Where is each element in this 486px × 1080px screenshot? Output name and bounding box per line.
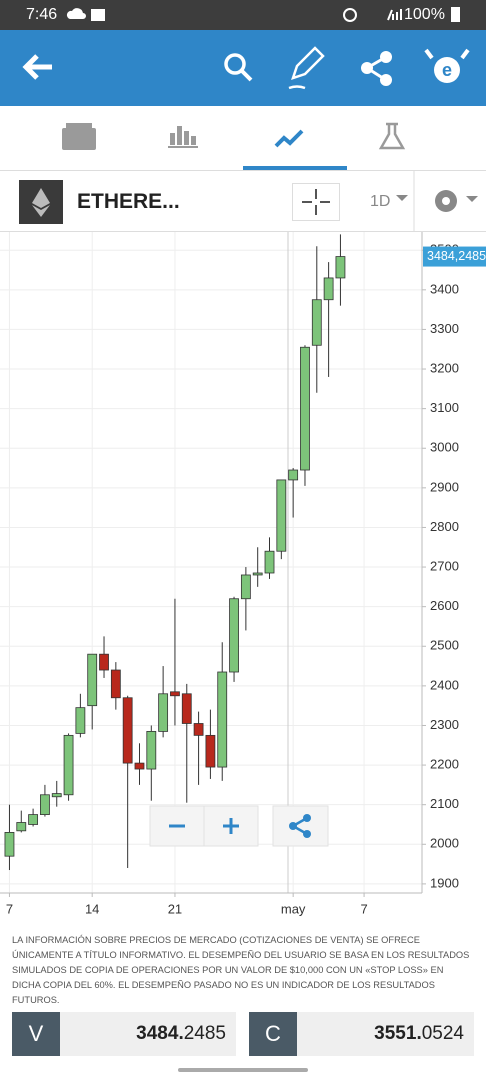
y-tick-label: 2100	[430, 796, 459, 811]
y-tick-label: 2900	[430, 479, 459, 494]
candle-body	[323, 277, 334, 301]
y-tick-label: 2000	[430, 836, 459, 851]
y-tick-label: 1900	[430, 875, 459, 890]
candle-body	[252, 572, 263, 576]
buy-price: 3551.0524	[374, 1012, 464, 1056]
search-button[interactable]	[224, 53, 253, 82]
edit-button[interactable]	[288, 46, 325, 90]
status-bar: 7:46 100%	[0, 0, 486, 30]
candle-body	[87, 653, 98, 707]
buy-price-decimals: 0524	[421, 1023, 464, 1044]
sell-price-main: 3484.	[136, 1023, 184, 1044]
sell-price-decimals: 2485	[183, 1023, 226, 1044]
candle-body	[110, 669, 121, 699]
y-tick-label: 3400	[430, 281, 459, 296]
clock: 7:46	[26, 6, 58, 23]
y-tick-label: 2600	[430, 598, 459, 613]
svg-text:e: e	[442, 60, 452, 80]
y-tick-label: 2800	[430, 519, 459, 534]
stats-tab[interactable]	[168, 126, 198, 148]
candle-body	[63, 734, 74, 796]
candle-body	[288, 469, 299, 481]
y-tick-label: 3300	[430, 321, 459, 336]
battery-level: 100%	[404, 6, 445, 23]
candle-body	[335, 256, 346, 279]
candle-body	[99, 653, 109, 671]
candle-body	[28, 814, 38, 825]
timeframe-button[interactable]: 1D	[370, 193, 391, 210]
candle-body	[264, 550, 275, 574]
lab-tab[interactable]	[378, 122, 406, 150]
instrument-name: ETHERE...	[77, 190, 180, 213]
candle-body	[181, 693, 192, 724]
buy-label: C	[249, 1012, 297, 1056]
y-tick-label: 3200	[430, 360, 459, 375]
zoom-icons	[169, 818, 239, 834]
x-tick-label: may	[281, 901, 306, 916]
candle-body	[16, 822, 27, 832]
share-icon-dot	[303, 830, 311, 838]
candle-body	[75, 707, 86, 734]
y-tick-label: 2400	[430, 677, 459, 692]
nav-handle	[178, 1068, 308, 1072]
app-bar: e	[0, 30, 486, 106]
x-tick-label: 7	[6, 901, 13, 916]
candle-body	[300, 346, 310, 471]
candle-body	[134, 762, 145, 770]
tab-icons	[62, 122, 406, 170]
candle-body	[311, 299, 322, 346]
x-tick-label: 21	[168, 901, 182, 916]
crosshair-button[interactable]	[292, 183, 340, 221]
instrument-bar: ETHERE... 1D	[0, 171, 486, 232]
etoro-button[interactable]: e	[424, 48, 470, 83]
zoom-controls	[149, 805, 329, 847]
candle-body	[205, 734, 216, 768]
share-chart-button[interactable]	[272, 805, 329, 847]
buy-button[interactable]: C 3551.0524	[249, 1012, 474, 1056]
tab-bar	[0, 106, 486, 171]
share-button[interactable]	[361, 51, 392, 86]
candle-body	[276, 479, 287, 552]
candle-body	[146, 731, 157, 770]
y-tick-label: 2300	[430, 717, 459, 732]
sell-label: V	[12, 1012, 60, 1056]
last-price-badge	[423, 246, 486, 267]
candle-body	[4, 832, 15, 857]
sell-button[interactable]: V 3484.2485	[12, 1012, 236, 1056]
candle-body	[51, 793, 62, 798]
price-chart: 1900 2000 2100 2200 2300 2400 2500 2600 2700 2800…	[0, 232, 486, 916]
x-tick-label: 7	[360, 901, 367, 916]
last-price-label: 3484,2485	[427, 249, 486, 263]
x-tick-label: 14	[85, 901, 99, 916]
y-tick-label: 2500	[430, 638, 459, 653]
instrument-controls	[396, 171, 478, 231]
candle-body	[229, 598, 239, 673]
candle-body	[40, 794, 50, 815]
y-tick-label: 3100	[430, 400, 459, 415]
candle-body	[240, 574, 251, 600]
chart-tab[interactable]	[243, 129, 347, 170]
candle-body	[170, 691, 180, 697]
instrument-logo	[19, 180, 63, 224]
y-tick-label: 3000	[430, 440, 459, 455]
candle-body	[217, 671, 228, 768]
y-tick-label: 2200	[430, 757, 459, 772]
candle-body	[158, 693, 169, 732]
status-icons	[66, 7, 460, 22]
candle-body	[122, 697, 133, 764]
sell-price: 3484.2485	[136, 1012, 226, 1056]
share-icon-dot	[303, 814, 311, 822]
share-icon-dot	[289, 822, 297, 830]
disclaimer: LA INFORMACIÓN SOBRE PRECIOS DE MERCADO …	[12, 935, 470, 1005]
settings-button[interactable]	[435, 190, 478, 212]
candle-body	[193, 723, 204, 736]
back-button[interactable]	[22, 54, 52, 80]
y-tick-label: 2700	[430, 558, 459, 573]
buy-price-main: 3551.	[374, 1023, 422, 1044]
news-tab[interactable]	[62, 123, 96, 150]
app-bar-icons: e	[22, 46, 470, 90]
